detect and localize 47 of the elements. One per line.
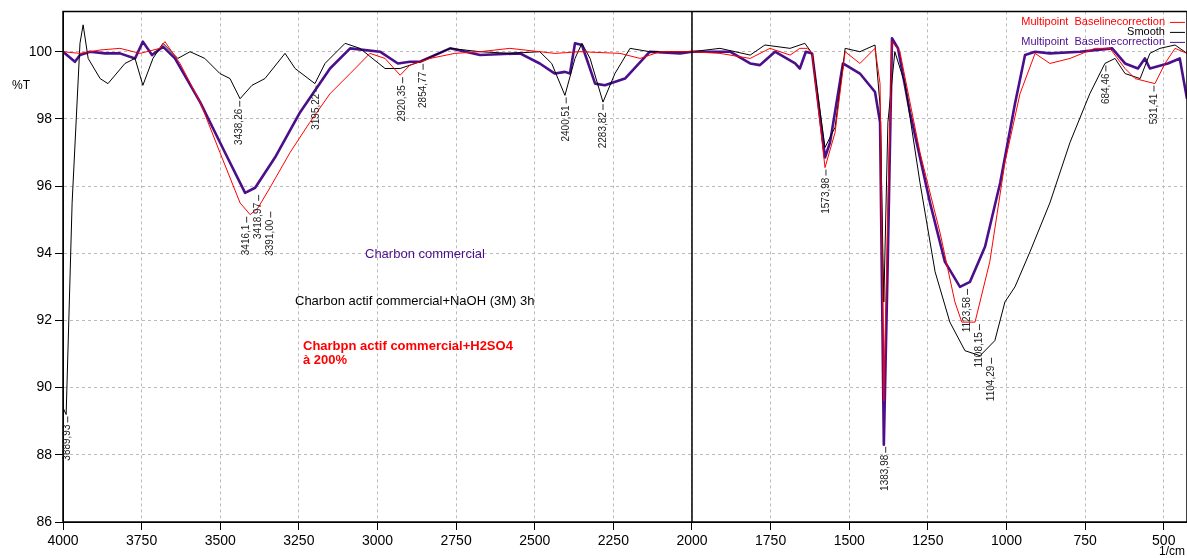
x-tick-label: 2750 xyxy=(440,532,472,549)
y-tick-label: 100 xyxy=(28,42,53,59)
annotation: Charbon commercial xyxy=(365,246,486,261)
annotation: 3416,1 xyxy=(240,224,252,256)
x-tick-label: 1000 xyxy=(990,532,1023,549)
annotation: 3418,97 xyxy=(252,202,264,239)
y-tick-label: 90 xyxy=(36,378,53,395)
annotation: 1573,98 xyxy=(819,177,831,214)
annotation: 3889,93 xyxy=(61,424,73,461)
x-tick-label: 1250 xyxy=(912,532,944,549)
annotation: 3438,26 xyxy=(233,108,245,145)
y-tick-label: 94 xyxy=(36,244,53,261)
x-tick-label: 3500 xyxy=(204,532,237,549)
x-tick-label: 3000 xyxy=(361,532,394,549)
x-tick-label: 1500 xyxy=(833,532,866,549)
legend-label: Smooth xyxy=(1127,25,1165,38)
x-tick-label: 2250 xyxy=(597,532,630,549)
annotation: 3391,00 xyxy=(264,219,276,256)
annotation: 2283,82 xyxy=(596,111,608,149)
x-tick-label: 750 xyxy=(1073,532,1097,549)
legend-label: Multipoint Baselinecorrection xyxy=(1021,15,1165,28)
annotation: 531,41 xyxy=(1147,93,1159,125)
y-tick-label: 98 xyxy=(36,109,53,126)
annotation: 1104,29 xyxy=(985,365,997,402)
annotation: Charbon actif commercial+NaOH (3M) 3h xyxy=(295,293,535,308)
x-tick-label: 3750 xyxy=(126,532,158,549)
y-tick-label: 96 xyxy=(36,176,53,193)
x-axis-title: 1/cm xyxy=(1158,544,1185,558)
y-tick-label: 86 xyxy=(36,512,53,529)
annotation: 2854,77 xyxy=(416,71,428,108)
y-tick-label: 92 xyxy=(36,311,53,328)
y-axis-title: %T xyxy=(12,77,31,92)
y-tick-label: 88 xyxy=(36,445,53,462)
annotation: Charbpn actif commercial+H2SO4 à 200% xyxy=(303,338,514,367)
annotation: 1123,58 xyxy=(961,296,973,333)
annotation: 2920,35 xyxy=(396,84,408,122)
annotation: 1383,98 xyxy=(879,454,891,491)
x-tick-label: 4000 xyxy=(47,532,79,549)
x-tick-label: 2000 xyxy=(676,532,708,549)
annotation: 684,46 xyxy=(1099,73,1111,105)
annotation: 1108,15 xyxy=(973,331,985,368)
annotation: 3195,22 xyxy=(309,93,321,130)
annotation: 2400,51 xyxy=(559,104,571,142)
x-tick-label: 2500 xyxy=(519,532,551,549)
x-tick-label: 3250 xyxy=(283,532,315,549)
x-tick-label: 1750 xyxy=(755,532,787,549)
legend-label: Multipoint Baselinecorrection xyxy=(1021,35,1165,48)
